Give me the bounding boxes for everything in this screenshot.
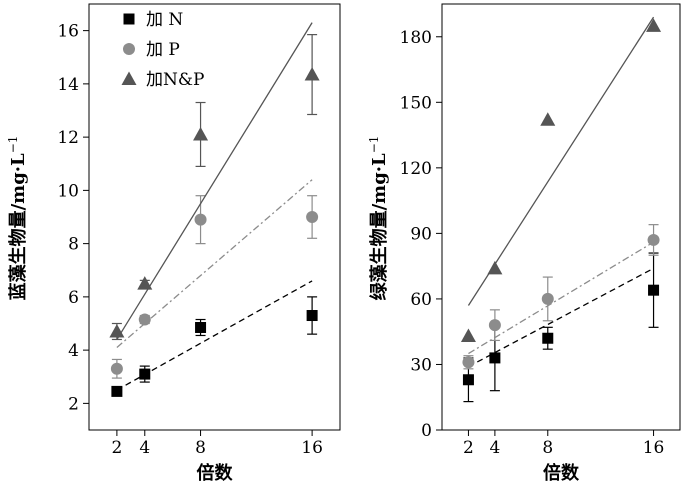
y-tick-label: 6	[68, 288, 79, 308]
x-tick-label: 2	[463, 438, 474, 458]
plot-frame	[88, 3, 341, 431]
y-axis-label: 绿藻生物量/mg·L−1	[367, 136, 390, 301]
data-point	[111, 385, 123, 397]
data-point	[138, 313, 151, 326]
y-tick-label: 90	[410, 224, 432, 244]
data-point	[488, 319, 501, 332]
y-tick-label: 30	[410, 355, 432, 375]
series-p	[462, 224, 660, 370]
data-point	[304, 67, 320, 81]
x-axis-label: 倍数	[197, 462, 234, 484]
plot-frame	[441, 3, 681, 431]
data-point	[648, 284, 660, 296]
data-point	[487, 260, 503, 275]
y-tick-label: 10	[57, 181, 79, 201]
data-point	[110, 362, 123, 375]
data-point	[194, 213, 207, 226]
fit-line	[468, 267, 654, 368]
data-point	[647, 233, 660, 246]
series-n	[111, 280, 318, 397]
legend: 加 N 加 P 加N&P	[121, 10, 204, 90]
y-tick-label: 60	[410, 290, 432, 310]
data-point	[306, 310, 318, 322]
data-point	[139, 368, 151, 380]
y-tick-label: 8	[68, 235, 79, 255]
y-tick-label: 120	[400, 159, 432, 179]
x-tick-label: 16	[301, 438, 323, 458]
legend-marker	[121, 71, 137, 85]
y-tick-label: 150	[400, 93, 432, 113]
legend-label: 加N&P	[146, 70, 204, 90]
data-point	[306, 211, 319, 223]
data-point	[462, 374, 474, 386]
fit-line	[467, 16, 655, 306]
legend-label: 加 P	[146, 40, 180, 60]
fit-line	[116, 179, 313, 348]
x-tick-label: 16	[643, 438, 665, 458]
legend-marker	[123, 43, 135, 55]
data-point	[542, 332, 554, 344]
y-tick-label: 180	[400, 28, 432, 48]
y-tick-label: 16	[57, 22, 79, 42]
data-point	[489, 352, 501, 364]
y-tick-label: 14	[57, 75, 79, 95]
chart-panel-green-algae: 0 30 60 90 120 150 180 2 4 8 16 倍数 绿藻生物量/mg·L−1	[367, 3, 681, 484]
data-point	[195, 321, 207, 333]
x-tick-label: 2	[111, 438, 122, 458]
data-point	[137, 276, 153, 290]
legend-marker	[123, 13, 135, 25]
y-tick-label: 0	[421, 421, 432, 441]
x-tick-label: 4	[139, 438, 150, 458]
data-point	[541, 292, 554, 305]
data-point	[109, 323, 125, 338]
x-tick-label: 8	[195, 438, 206, 458]
series-np	[460, 16, 662, 343]
series-np	[109, 22, 320, 341]
legend-label: 加 N	[146, 10, 183, 30]
data-point	[462, 356, 475, 369]
y-tick-label: 2	[68, 394, 79, 414]
x-tick-label: 8	[542, 438, 553, 458]
data-point	[646, 18, 662, 32]
x-tick-label: 4	[489, 438, 500, 458]
y-tick-label: 4	[68, 341, 79, 361]
y-tick-label: 12	[57, 128, 79, 148]
data-point	[540, 112, 556, 126]
x-axis-label: 倍数	[543, 462, 580, 484]
fit-line	[468, 241, 654, 355]
data-point	[460, 328, 476, 343]
data-point	[193, 126, 209, 141]
fit-line	[116, 280, 313, 391]
y-axis-label: 蓝藻生物量/mg·L−1	[6, 136, 29, 301]
series-p	[110, 179, 319, 379]
